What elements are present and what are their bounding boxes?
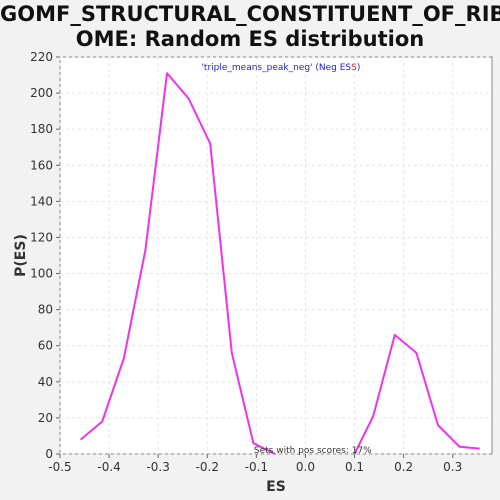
chart-title: GOMF_STRUCTURAL_CONSTITUENT_OF_RIBOS OME… xyxy=(0,2,500,52)
chart-title-line-1: GOMF_STRUCTURAL_CONSTITUENT_OF_RIBOS xyxy=(0,2,500,26)
x-tick-label: -0.2 xyxy=(196,460,219,474)
series-lines xyxy=(79,72,480,455)
series-line-1 xyxy=(79,72,276,455)
x-tick-label: -0.4 xyxy=(97,460,120,474)
y-axis-label: P(ES) xyxy=(13,234,29,277)
x-tick-label: 0.1 xyxy=(345,460,364,474)
y-tick-label: 180 xyxy=(30,122,53,136)
legend-text-suffix: ) xyxy=(357,63,361,73)
legend-text-pos: S xyxy=(351,63,357,73)
y-tick-label: 140 xyxy=(30,194,53,208)
y-tick-label: 120 xyxy=(30,230,53,244)
y-tick-label: 200 xyxy=(30,86,53,100)
y-tick-label: 40 xyxy=(38,375,53,389)
x-tick-label: -0.5 xyxy=(48,460,71,474)
y-axis: 0 20 40 60 80 100 120 140 160 180 200 220 xyxy=(30,50,60,461)
x-axis: -0.5 -0.4 -0.3 -0.2 -0.1 0.0 0.1 0.2 0.3 xyxy=(48,454,462,474)
y-tick-label: 80 xyxy=(38,303,53,317)
series-line-2 xyxy=(353,333,480,455)
x-tick-label: 0.0 xyxy=(296,460,315,474)
x-tick-label: -0.1 xyxy=(245,460,268,474)
y-tick-label: 220 xyxy=(30,50,53,64)
x-tick-label: 0.2 xyxy=(394,460,413,474)
legend-text-prefix: 'triple_means_peak_neg' (Neg ES xyxy=(201,63,351,73)
plot-area xyxy=(59,56,493,455)
x-axis-label: ES xyxy=(266,479,286,495)
y-tick-label: 60 xyxy=(38,339,53,353)
pos-scores-annotation: Sets with pos scores: 17% xyxy=(254,446,372,456)
x-tick-label: 0.3 xyxy=(443,460,462,474)
chart-title-line-2: OME: Random ES distribution xyxy=(75,27,425,51)
grid-lines xyxy=(59,56,492,455)
y-tick-label: 20 xyxy=(38,411,53,425)
x-tick-label: -0.3 xyxy=(146,460,169,474)
legend: 'triple_means_peak_neg' (Neg ESS) xyxy=(201,63,360,73)
y-tick-label: 100 xyxy=(30,267,53,281)
y-tick-label: 0 xyxy=(45,447,53,461)
y-tick-label: 160 xyxy=(30,158,53,172)
